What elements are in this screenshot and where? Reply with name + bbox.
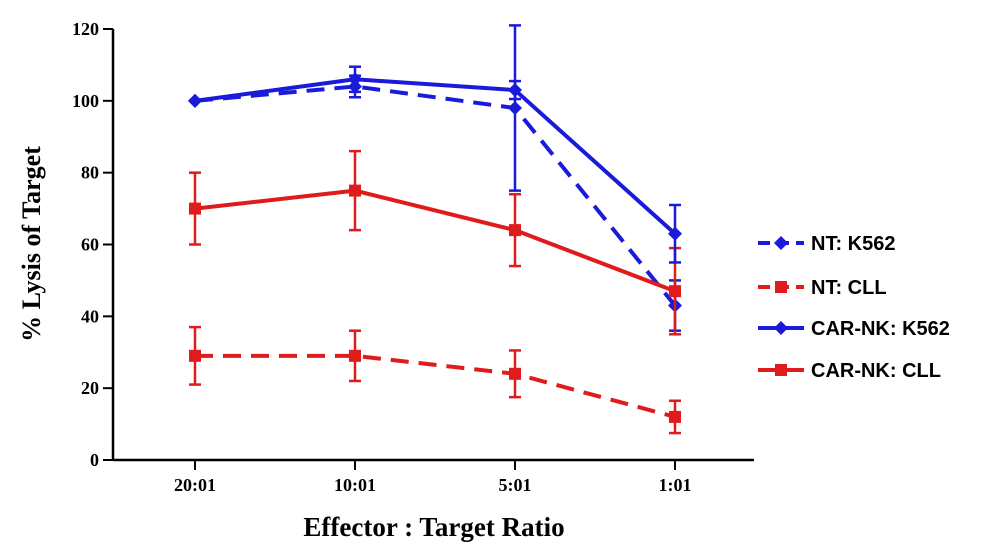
legend: NT: K562 NT: CLL CAR-NK: K562 CAR-NK: CLL xyxy=(758,233,950,382)
x-ticks: 20:01 10:01 5:01 1:01 xyxy=(174,460,692,495)
series-car-nk-cll xyxy=(189,149,681,336)
legend-label: CAR-NK: CLL xyxy=(811,360,941,382)
legend-label: NT: K562 xyxy=(811,233,895,255)
x-tick-label: 1:01 xyxy=(659,475,692,495)
x-axis-title: Effector : Target Ratio xyxy=(303,512,564,542)
series-line xyxy=(195,353,676,419)
data-point xyxy=(509,367,521,380)
y-tick-label: 20 xyxy=(81,378,99,398)
x-tick-label: 20:01 xyxy=(174,475,216,495)
data-point xyxy=(669,410,681,423)
series-layer xyxy=(188,24,682,435)
data-point xyxy=(508,83,522,98)
data-point xyxy=(348,72,362,87)
legend-swatch-marker xyxy=(775,281,787,293)
data-point xyxy=(669,285,681,298)
legend-swatch-marker xyxy=(774,236,788,250)
y-tick-label: 60 xyxy=(81,235,99,255)
y-tick-label: 40 xyxy=(81,306,99,326)
data-point xyxy=(349,349,361,362)
series-nt-k562 xyxy=(188,24,682,332)
legend-item-nt-cll: NT: CLL xyxy=(758,277,887,299)
x-tick-label: 5:01 xyxy=(499,475,532,495)
legend-swatch-marker xyxy=(775,364,787,376)
y-ticks: 0 20 40 60 80 100 120 xyxy=(72,19,113,470)
legend-label: NT: CLL xyxy=(811,277,887,299)
y-tick-label: 0 xyxy=(90,450,99,470)
legend-item-nt-k562: NT: K562 xyxy=(758,233,895,255)
series-line xyxy=(194,84,677,307)
x-tick-label: 10:01 xyxy=(334,475,376,495)
data-point xyxy=(349,184,361,197)
legend-item-car-nk-k562: CAR-NK: K562 xyxy=(758,318,950,340)
data-point xyxy=(509,224,521,237)
series-line xyxy=(194,77,677,236)
y-tick-label: 120 xyxy=(72,19,99,39)
series-nt-cll xyxy=(189,325,681,435)
series-line xyxy=(194,188,676,294)
data-point xyxy=(188,93,202,108)
data-point xyxy=(189,349,201,362)
y-tick-label: 100 xyxy=(72,91,99,111)
data-point xyxy=(189,202,201,215)
y-axis-title: % Lysis of Target xyxy=(17,146,46,342)
data-point xyxy=(508,101,522,116)
legend-label: CAR-NK: K562 xyxy=(811,318,950,340)
y-tick-label: 80 xyxy=(81,163,99,183)
series-car-nk-k562 xyxy=(188,65,682,264)
axes xyxy=(111,29,754,462)
legend-swatch-marker xyxy=(774,321,788,335)
data-point xyxy=(668,226,682,241)
legend-item-car-nk-cll: CAR-NK: CLL xyxy=(758,360,941,382)
